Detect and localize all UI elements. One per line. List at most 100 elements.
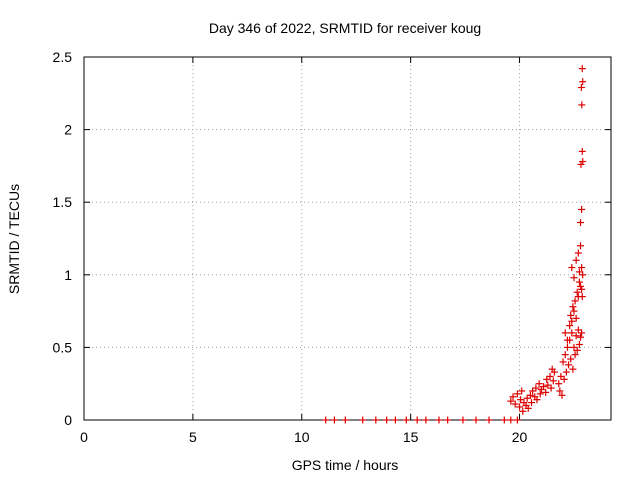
- x-tick-label: 5: [189, 429, 197, 445]
- data-point: [549, 377, 557, 385]
- data-point: [507, 397, 515, 405]
- data-point: [330, 416, 338, 424]
- data-point: [566, 322, 574, 330]
- data-point: [513, 416, 521, 424]
- data-point: [536, 390, 544, 398]
- data-point: [578, 205, 586, 213]
- data-point: [568, 329, 576, 337]
- data-point: [563, 343, 571, 351]
- data-point: [575, 278, 583, 286]
- data-point: [560, 375, 568, 383]
- axis-ticks: [83, 56, 611, 421]
- data-point: [511, 400, 519, 408]
- data-point: [516, 403, 524, 411]
- data-point: [500, 416, 508, 424]
- y-tick-label: 0: [64, 412, 72, 428]
- data-point: [577, 242, 585, 250]
- data-point: [569, 303, 577, 311]
- x-tick-label: 15: [403, 429, 419, 445]
- data-point: [578, 147, 586, 155]
- data-point: [571, 351, 579, 359]
- data-point: [570, 274, 578, 282]
- data-point: [459, 416, 467, 424]
- data-point: [577, 160, 585, 168]
- data-point: [519, 407, 527, 415]
- data-point: [533, 396, 541, 404]
- data-point: [513, 390, 521, 398]
- data-point: [555, 380, 563, 388]
- x-tick-label: 0: [80, 429, 88, 445]
- data-point: [322, 416, 330, 424]
- data-point: [547, 384, 555, 392]
- data-point: [518, 387, 526, 395]
- data-point: [528, 399, 536, 407]
- data-point: [578, 65, 586, 73]
- y-axis-label: SRMTID / TECUs: [6, 184, 22, 294]
- chart-title: Day 346 of 2022, SRMTID for receiver kou…: [209, 20, 481, 36]
- data-point: [402, 416, 410, 424]
- data-point: [558, 391, 566, 399]
- data-point: [444, 416, 452, 424]
- data-point: [573, 346, 581, 354]
- data-point: [562, 368, 570, 376]
- data-point: [578, 329, 586, 337]
- grid: [84, 57, 611, 420]
- data-point: [578, 101, 586, 109]
- data-point: [578, 293, 586, 301]
- data-point: [571, 297, 579, 305]
- data-point: [542, 388, 550, 396]
- data-point: [574, 249, 582, 257]
- data-point: [413, 416, 421, 424]
- data-point: [422, 416, 430, 424]
- data-point: [556, 387, 564, 395]
- data-point: [561, 351, 569, 359]
- data-point: [579, 78, 587, 86]
- data-point: [559, 358, 567, 366]
- data-point: [507, 416, 515, 424]
- data-point: [568, 317, 576, 325]
- y-tick-labels: 0 0.5 1 1.5 2 2.5: [53, 49, 73, 428]
- data-point: [435, 416, 443, 424]
- data-point: [372, 416, 380, 424]
- data-point: [565, 361, 573, 369]
- data-point: [572, 332, 580, 340]
- data-point: [577, 83, 585, 91]
- data-point: [546, 372, 554, 380]
- data-point: [578, 264, 586, 272]
- plot-frame: [83, 56, 612, 421]
- x-axis-label: GPS time / hours: [292, 457, 399, 473]
- x-tick-label: 20: [512, 429, 528, 445]
- data-point: [569, 365, 577, 373]
- data-point: [391, 416, 399, 424]
- data-point: [567, 355, 575, 363]
- data-point: [570, 307, 578, 315]
- data-point: [568, 264, 576, 272]
- y-tick-label: 0.5: [53, 339, 73, 355]
- data-point: [567, 311, 575, 319]
- data-point: [341, 416, 349, 424]
- data-point: [383, 416, 391, 424]
- data-point: [509, 393, 517, 401]
- data-point: [359, 416, 367, 424]
- data-point: [563, 336, 571, 344]
- data-point: [472, 416, 480, 424]
- data-point: [535, 380, 543, 388]
- data-point: [524, 404, 532, 412]
- data-point: [579, 271, 587, 279]
- x-tick-label: 10: [294, 429, 310, 445]
- data-points: [322, 65, 587, 424]
- data-point: [561, 329, 569, 337]
- data-point: [578, 285, 586, 293]
- data-point: [575, 340, 583, 348]
- data-point: [572, 314, 580, 322]
- data-point: [550, 368, 558, 376]
- data-point: [539, 383, 547, 391]
- data-point: [577, 333, 585, 341]
- y-tick-label: 1.5: [53, 194, 73, 210]
- data-point: [577, 219, 585, 227]
- data-point: [526, 391, 534, 399]
- y-tick-label: 2: [64, 122, 72, 138]
- y-tick-label: 1: [64, 267, 72, 283]
- x-tick-labels: 0 5 10 15 20: [80, 429, 527, 445]
